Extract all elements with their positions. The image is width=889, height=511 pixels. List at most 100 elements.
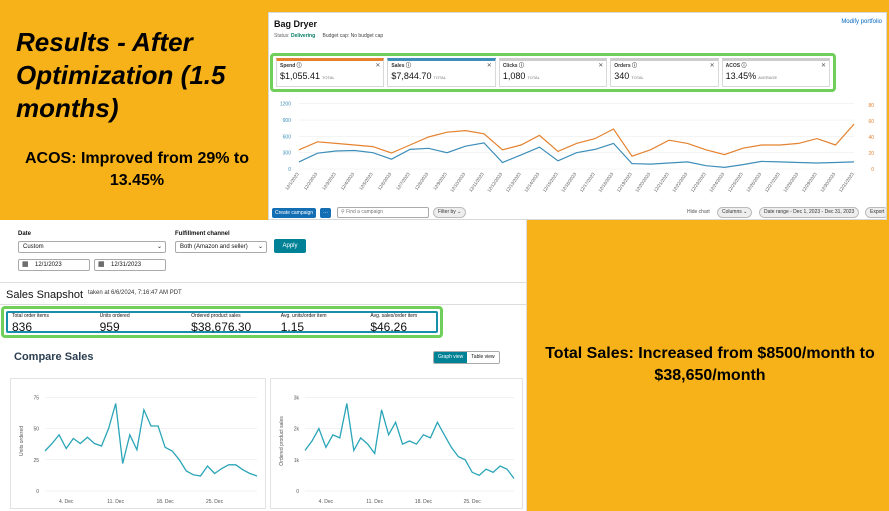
campaign-title: Bag Dryer (274, 19, 318, 29)
metric-card-spend[interactable]: Spend ⓘ $1,055.41 TOTAL ✕ (276, 58, 385, 87)
snapshot-label: Avg. sales/order item (370, 313, 418, 319)
snapshot-value: $38,676.30 (191, 320, 252, 334)
status-label: Status: (274, 33, 290, 39)
remove-metric-icon[interactable]: ✕ (486, 63, 492, 69)
metric-label: Spend ⓘ (280, 63, 302, 69)
sales-increase-note: Total Sales: Increased from $8500/month … (545, 345, 875, 384)
more-options-button[interactable]: ··· (320, 208, 331, 218)
metric-label: Clicks ⓘ (502, 63, 524, 69)
y-left-tick-label: 300 (283, 151, 292, 157)
metric-value: $1,055.41 (280, 71, 321, 81)
x-tick-label: 4. Dec (319, 499, 334, 505)
x-tick-label: 12/3/2023 (321, 171, 337, 191)
calendar-icon[interactable]: ▦ (98, 261, 105, 268)
metric-sub: TOTAL (433, 75, 446, 80)
table-view-button[interactable]: Table view (471, 354, 495, 360)
date-select[interactable]: Custom ⌄ (18, 241, 166, 253)
metric-card-clicks[interactable]: Clicks ⓘ 1,080 TOTAL ✕ (498, 58, 608, 87)
remove-metric-icon[interactable]: ✕ (821, 63, 827, 69)
sales-snapshot-highlight: Total order items 836 Units ordered 959 … (1, 306, 443, 338)
y-tick-label: 25 (33, 458, 39, 464)
snapshot-label: Total order items (12, 313, 49, 319)
x-tick-label: 12/23/2023 (690, 171, 707, 193)
x-tick-label: 18. Dec (157, 499, 175, 505)
find-campaign-input[interactable]: ⚲ Find a campaign (337, 207, 429, 218)
remove-metric-icon[interactable]: ✕ (598, 63, 604, 69)
date-range-button[interactable]: Date range - Dec 1, 2023 - Dec 31, 2023 (759, 207, 860, 218)
snapshot-total-order-items: Total order items 836 (8, 313, 96, 334)
snapshot-avg-sales: Avg. sales/order item $46.26 (366, 313, 436, 334)
divider (0, 304, 526, 305)
units-ordered-chart: 0 25 50 75 Units ordered 4. Dec 11. Dec 18. Dec… (10, 378, 266, 509)
x-tick-label: 25. Dec (464, 499, 482, 505)
x-tick-label: 12/9/2023 (432, 171, 448, 191)
x-tick-label: 11. Dec (366, 499, 383, 505)
apply-button[interactable]: Apply (274, 239, 306, 253)
x-tick-label: 18. Dec (415, 499, 433, 505)
x-tick-label: 12/29/2023 (801, 171, 818, 193)
columns-button[interactable]: Columns ⌄ (717, 207, 753, 218)
graph-view-button[interactable]: Graph view (434, 352, 468, 363)
filter-by-button[interactable]: Filter by ⌄ (433, 207, 467, 218)
start-date-input[interactable]: ▦ 12/1/2023 (18, 259, 90, 271)
x-tick-label: 12/24/2023 (708, 171, 725, 193)
metric-card-orders[interactable]: Orders ⓘ 340 TOTAL ✕ (610, 58, 719, 87)
metric-sub: TOTAL (631, 75, 644, 80)
remove-metric-icon[interactable]: ✕ (709, 63, 715, 69)
metric-label: Sales ⓘ (391, 63, 411, 69)
snapshot-units-ordered: Units ordered 959 (96, 313, 188, 334)
y-tick-label: 0 (296, 489, 299, 495)
snapshot-value: $46.26 (370, 320, 408, 334)
x-tick-label: 12/26/2023 (745, 171, 762, 193)
create-campaign-button[interactable]: Create campaign (272, 208, 317, 218)
date-select-value: Custom (23, 244, 44, 250)
x-tick-label: 12/6/2023 (377, 171, 393, 191)
remove-metric-icon[interactable]: ✕ (375, 63, 381, 69)
end-date-input[interactable]: ▦ 12/31/2023 (94, 259, 166, 271)
sales-snapshot-title: Sales Snapshot (6, 289, 84, 301)
x-tick-label: 11. Dec (107, 499, 124, 505)
calendar-icon[interactable]: ▦ (22, 261, 29, 268)
series-line (298, 142, 855, 169)
y-tick-label: 3k (294, 395, 300, 401)
chevron-down-icon: ⌄ (156, 244, 162, 250)
x-tick-label: 12/13/2023 (505, 171, 522, 193)
campaign-toolbar: Create campaign ··· ⚲ Find a campaign Fi… (269, 205, 886, 219)
divider (0, 282, 526, 283)
metric-label: ACOS ⓘ (725, 63, 747, 69)
series-line (304, 403, 515, 479)
y-tick-label: 1k (294, 458, 300, 464)
start-date-value: 12/1/2023 (35, 262, 62, 268)
metric-card-sales[interactable]: Sales ⓘ $7,844.70 TOTAL ✕ (387, 58, 496, 87)
fulfillment-label: Fulfillment channel (175, 231, 230, 237)
x-tick-label: 12/21/2023 (653, 171, 670, 193)
x-tick-label: 12/5/2023 (358, 171, 374, 191)
x-tick-label: 12/19/2023 (616, 171, 633, 193)
hide-chart-link[interactable]: Hide chart (687, 209, 710, 215)
snapshot-avg-units: Avg. units/order item 1.15 (277, 313, 367, 334)
metric-cards: Spend ⓘ $1,055.41 TOTAL ✕ Sales ⓘ $7,844.… (270, 53, 836, 92)
metric-value: $7,844.70 (391, 71, 432, 81)
x-tick-label: 12/11/2023 (468, 171, 485, 192)
ordered-product-sales-chart: 0 1k 2k 3k Ordered product sales 4. Dec 11. De… (270, 378, 523, 509)
y-axis-label: Units ordered (19, 426, 25, 456)
y-axis-label: Ordered product sales (279, 416, 285, 466)
snapshot-value: 836 (12, 320, 33, 334)
metric-card-acos[interactable]: ACOS ⓘ 13.45% AVERAGE ✕ (721, 58, 831, 87)
snapshot-value: 959 (99, 320, 120, 334)
x-tick-label: 12/1/2023 (284, 171, 300, 191)
modify-portfolio-link[interactable]: Modify portfolio (841, 19, 882, 25)
series-line (298, 123, 855, 157)
x-tick-label: 12/17/2023 (579, 171, 596, 193)
x-tick-label: 12/18/2023 (597, 171, 614, 193)
fulfillment-select-value: Both (Amazon and seller) (180, 244, 248, 250)
find-campaign-placeholder: Find a campaign (346, 209, 384, 215)
y-right-tick-label: 0 (871, 167, 874, 173)
view-toggle: Graph view Table view (433, 351, 500, 364)
export-button[interactable]: Export (865, 207, 886, 218)
y-tick-label: 0 (36, 489, 39, 495)
series-line (44, 403, 258, 477)
fulfillment-select[interactable]: Both (Amazon and seller) ⌄ (175, 241, 267, 253)
x-tick-label: 12/27/2023 (764, 171, 781, 193)
x-tick-label: 12/30/2023 (819, 171, 836, 193)
